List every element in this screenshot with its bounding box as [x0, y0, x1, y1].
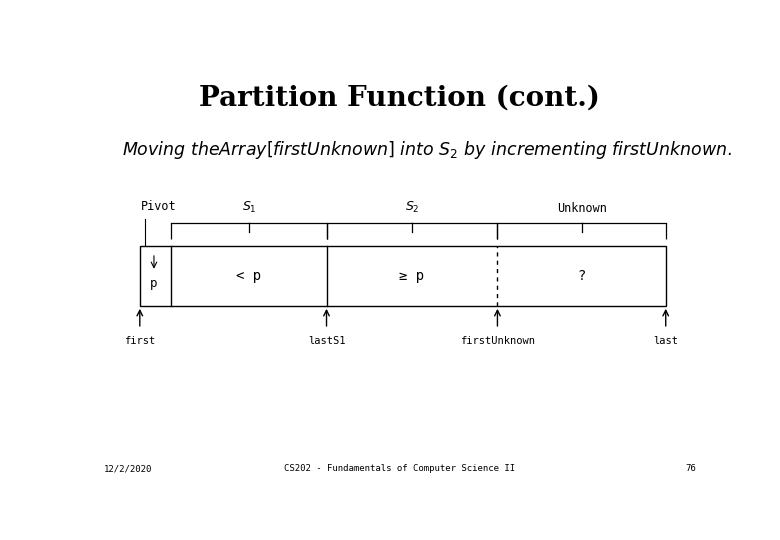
Text: 12/2/2020: 12/2/2020	[104, 464, 152, 473]
Text: ≥ p: ≥ p	[399, 269, 424, 283]
Text: < p: < p	[236, 269, 261, 283]
Text: 76: 76	[685, 464, 696, 473]
Text: Unknown: Unknown	[557, 202, 607, 215]
Text: $S_2$: $S_2$	[405, 200, 419, 215]
Text: firstUnknown: firstUnknown	[460, 336, 535, 346]
Text: Partition Function (cont.): Partition Function (cont.)	[200, 85, 600, 112]
Text: last: last	[653, 336, 679, 346]
Text: CS202 - Fundamentals of Computer Science II: CS202 - Fundamentals of Computer Science…	[284, 464, 516, 473]
Text: lastS1: lastS1	[308, 336, 346, 346]
Text: ?: ?	[577, 269, 586, 283]
Text: p: p	[151, 277, 158, 290]
Text: $S_1$: $S_1$	[242, 200, 256, 215]
Text: Pivot: Pivot	[140, 200, 176, 213]
Text: $\mathbf{\mathit{Moving\ theArray[firstUnknown]\ into\ S_2\ by\ incrementing\ fi: $\mathbf{\mathit{Moving\ theArray[firstU…	[122, 139, 732, 161]
Text: first: first	[124, 336, 155, 346]
Bar	[140, 246, 666, 306]
